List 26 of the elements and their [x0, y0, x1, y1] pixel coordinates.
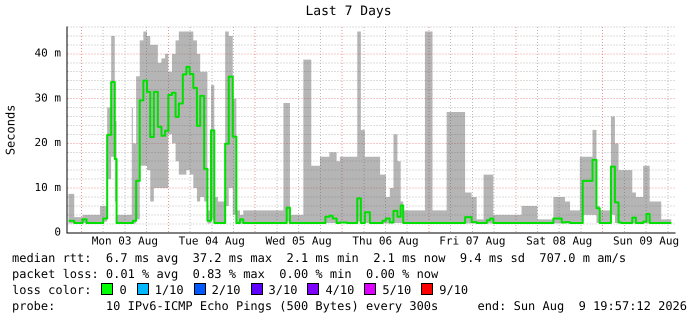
text: packet loss: 0.01 % avg 0.83 % max 0.00 % min 0.00 % now	[12, 267, 438, 282]
x-tick-label: Mon 03 Aug	[92, 234, 158, 248]
text: 3/10	[268, 283, 298, 297]
text: 1/10	[154, 283, 184, 297]
text: loss color:	[12, 283, 92, 297]
text: 2/10	[212, 283, 241, 297]
x-tick-label: Sun 09 Aug	[612, 234, 680, 248]
x-tick-label: Thu 06 Aug	[352, 234, 419, 248]
text: probe: 10 IPv6-ICMP Echo Pings (500 Bytes) every 300s	[12, 299, 438, 314]
text: 9/10	[439, 283, 468, 297]
y-tick-label: 10 m	[34, 180, 62, 194]
y-axis-title: Seconds	[3, 104, 18, 156]
y-tick-label: 20 m	[34, 136, 62, 150]
text: 5/10	[382, 283, 412, 297]
text: median rtt: 6.7 ms avg 37.2 ms max 2.1 ms min 2.1 ms now 9.4 ms sd 707.0 m am/s	[12, 251, 626, 266]
chart-title: Last 7 Days	[304, 4, 393, 19]
y-tick-label: 30 m	[34, 91, 62, 104]
y-tick-label: 0	[54, 226, 61, 239]
y-tick-label: 40 m	[34, 46, 62, 60]
text: 4/10	[325, 283, 354, 297]
x-tick-label: Sat 08 Aug	[526, 234, 592, 248]
x-tick-label: Fri 07 Aug	[439, 234, 506, 248]
text: 0	[119, 283, 127, 297]
text: end: Sun Aug 9 19:57:12 2026	[477, 299, 687, 314]
x-tick-label: Wed 05 Aug	[266, 234, 332, 248]
x-tick-label: Tue 04 Aug	[178, 234, 245, 248]
